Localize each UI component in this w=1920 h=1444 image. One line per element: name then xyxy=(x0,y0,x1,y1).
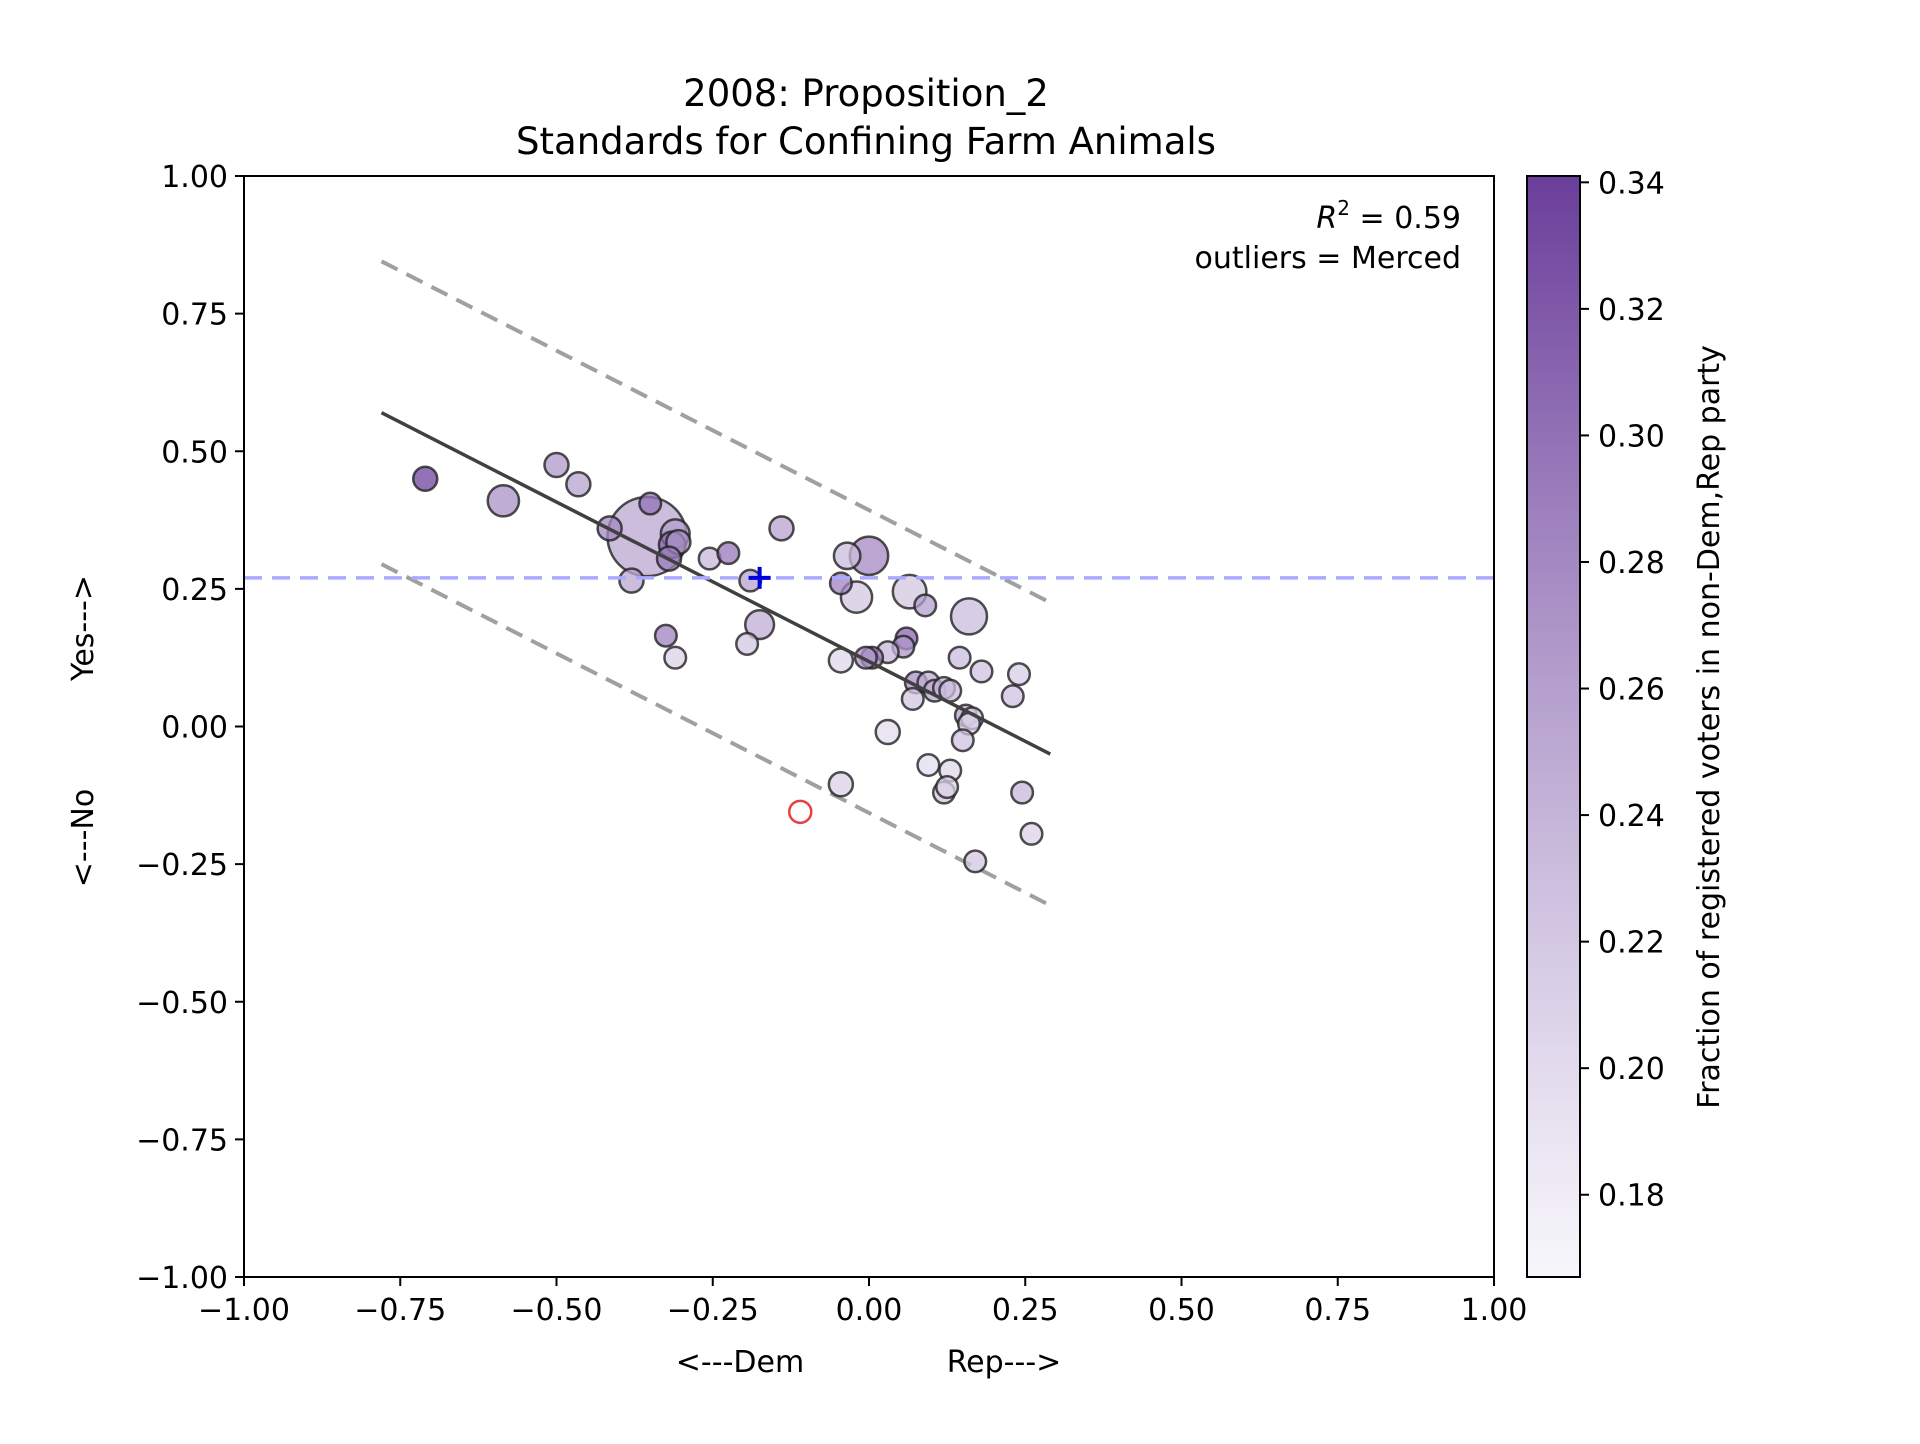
y-tick-label: −0.50 xyxy=(136,986,228,1021)
y-tick-label: −0.25 xyxy=(136,848,228,883)
x-tick-label: 0.25 xyxy=(992,1293,1059,1328)
lower-band-line xyxy=(380,562,1052,908)
colorbar: 0.18 0.20 0.22 0.24 0.26 0.28 0.30 0.32 0.34 xyxy=(1526,166,1665,1278)
data-point xyxy=(935,775,960,800)
data-point xyxy=(1019,821,1044,846)
x-tick-label: 0.00 xyxy=(836,1293,903,1328)
data-point xyxy=(950,728,975,753)
outlier-marker xyxy=(788,799,813,825)
x-tick-label: 0.75 xyxy=(1304,1293,1371,1328)
data-point xyxy=(913,593,938,618)
y-tick-label: −0.75 xyxy=(136,1123,228,1158)
x-tick-label: −0.75 xyxy=(354,1293,446,1328)
x-tick-label: −1.00 xyxy=(198,1293,290,1328)
x-tick-label: 0.50 xyxy=(1148,1293,1215,1328)
data-point xyxy=(716,541,741,566)
data-point xyxy=(1006,662,1032,687)
annotation-r2-sup: 2 xyxy=(1337,196,1350,220)
colorbar-tick-label: 0.34 xyxy=(1598,166,1665,201)
colorbar-tick-label: 0.20 xyxy=(1598,1052,1665,1087)
colorbar-tick-label: 0.28 xyxy=(1598,546,1665,581)
y-tick-label: 0.75 xyxy=(161,298,228,333)
data-point xyxy=(735,631,760,656)
data-point xyxy=(900,686,925,712)
data-point xyxy=(916,752,941,778)
y-tick-label: 1.00 xyxy=(161,160,228,195)
y-axis-label-bottom: <---No xyxy=(66,789,101,887)
data-point xyxy=(486,483,521,518)
x-tick-label: −0.25 xyxy=(667,1293,759,1328)
data-point xyxy=(1010,780,1035,805)
state-marker xyxy=(748,566,771,589)
colorbar-label: Fraction of registered voters in non-Dem… xyxy=(1692,345,1727,1109)
regression-line xyxy=(380,411,1052,756)
band-lines xyxy=(380,259,1052,908)
colorbar-tick-label: 0.30 xyxy=(1598,419,1665,454)
data-point xyxy=(618,567,645,594)
x-axis-label-left: <---Dem xyxy=(676,1345,804,1380)
chart-title: 2008: Proposition_2 xyxy=(683,72,1049,115)
x-tick-label: −0.50 xyxy=(511,1293,603,1328)
data-point xyxy=(412,465,439,493)
colorbar-tick-label: 0.32 xyxy=(1598,293,1665,328)
annotation-r2: R2 = 0.59 xyxy=(1316,196,1461,236)
data-point xyxy=(653,623,678,648)
y-tick-label: 0.25 xyxy=(161,573,228,608)
data-point xyxy=(543,451,570,479)
y-axis-label-top: Yes---> xyxy=(66,575,101,682)
data-points xyxy=(412,451,1044,874)
upper-band-line xyxy=(380,259,1052,605)
overlay-lines xyxy=(244,411,1494,825)
data-point xyxy=(949,597,989,636)
annotation-outliers: outliers = Merced xyxy=(1195,241,1461,276)
colorbar-tick-label: 0.18 xyxy=(1598,1179,1665,1214)
axes: −1.00 −0.75 −0.50 −0.25 0.00 0.25 0.50 0.75 1.00… xyxy=(136,160,1527,1328)
data-point xyxy=(1000,684,1025,709)
x-axis-label-right: Rep---> xyxy=(947,1345,1062,1380)
colorbar-tick-label: 0.26 xyxy=(1598,673,1665,708)
data-point xyxy=(832,541,862,571)
data-point xyxy=(828,571,853,596)
data-point xyxy=(768,515,795,542)
data-point xyxy=(638,491,663,516)
data-point xyxy=(565,471,592,498)
y-tick-label: −1.00 xyxy=(136,1261,228,1296)
data-point xyxy=(743,609,776,641)
chart-subtitle: Standards for Confining Farm Animals xyxy=(516,120,1216,163)
colorbar-tick-label: 0.24 xyxy=(1598,799,1665,834)
data-point xyxy=(963,849,988,874)
data-point xyxy=(663,645,688,670)
colorbar-tick-label: 0.22 xyxy=(1598,926,1665,961)
data-point xyxy=(947,645,972,670)
annotation-r2-value: = 0.59 xyxy=(1350,201,1461,236)
colorbar-bar xyxy=(1526,175,1581,1278)
plot-frame xyxy=(243,175,1495,1278)
y-tick-label: 0.50 xyxy=(161,435,228,470)
annotation-r2-label: R xyxy=(1316,201,1337,236)
y-tick-label: 0.00 xyxy=(161,711,228,746)
data-point xyxy=(969,659,994,684)
data-point xyxy=(874,718,901,746)
data-point xyxy=(827,771,855,798)
x-tick-label: 1.00 xyxy=(1461,1293,1528,1328)
